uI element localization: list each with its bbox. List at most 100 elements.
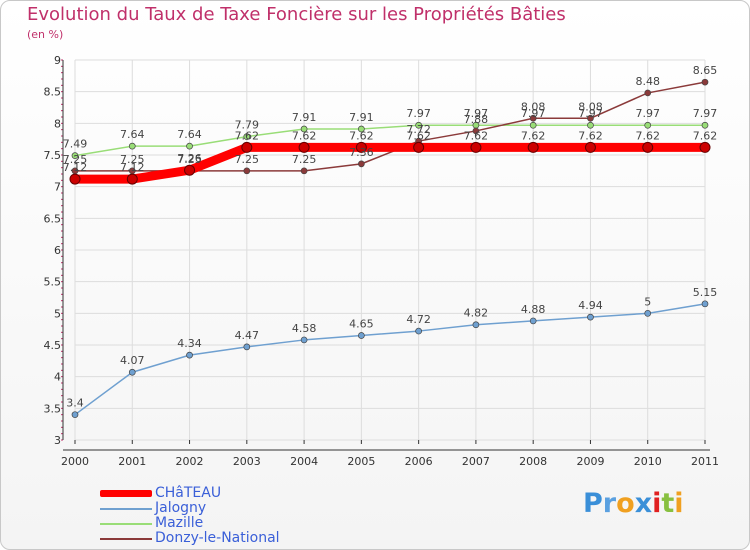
data-point [584, 141, 596, 153]
x-tick-label: 2007 [462, 455, 490, 468]
logo-letter: P [583, 488, 603, 519]
x-tick-label: 2000 [61, 455, 89, 468]
data-point [644, 89, 652, 97]
x-tick-label: 2004 [290, 455, 318, 468]
y-tick-label: 7.5 [44, 149, 62, 162]
logo-letter: r [602, 488, 617, 519]
data-point [358, 125, 365, 133]
y-tick-label: 5.5 [44, 276, 62, 289]
data-label: 4.82 [464, 307, 489, 320]
y-tick-label: 3.5 [44, 402, 62, 415]
y-tick-label: 4.5 [44, 339, 62, 352]
data-point [128, 142, 136, 150]
data-label: 7.79 [235, 119, 260, 132]
data-label: 7.91 [349, 111, 374, 124]
x-tick-label: 2011 [691, 455, 719, 468]
data-point [186, 351, 193, 359]
data-point [415, 121, 422, 129]
data-label: 7.91 [292, 111, 317, 124]
data-point [243, 343, 251, 351]
data-point [358, 160, 365, 168]
data-point [298, 141, 310, 153]
series-line-jalogny [74, 303, 706, 416]
data-label: 8.65 [693, 64, 718, 77]
data-label: 4.58 [292, 322, 317, 335]
x-tick-label: 2009 [576, 455, 604, 468]
data-label: 7.62 [292, 129, 317, 142]
data-point [701, 300, 709, 308]
data-label: 8.08 [521, 100, 546, 113]
data-label: 7.62 [406, 129, 431, 142]
y-tick-label: 7 [54, 181, 61, 194]
data-point [701, 121, 709, 129]
data-point [128, 368, 136, 376]
x-tick-label: 2003 [233, 455, 261, 468]
data-label: 4.72 [406, 313, 431, 326]
data-point [701, 78, 709, 86]
legend-swatch-donzy [100, 538, 152, 540]
data-point [413, 141, 425, 153]
data-point [415, 327, 422, 335]
logo-letter: i [652, 488, 662, 519]
data-point [300, 336, 308, 344]
legend-swatch-mazille [100, 523, 152, 525]
data-label: 7.12 [63, 161, 88, 174]
y-tick-label: 3 [54, 434, 61, 447]
legend-label-chateau: CHâTEAU [155, 485, 222, 501]
x-tick-label: 2006 [405, 455, 433, 468]
logo-letter: x [634, 488, 653, 519]
data-point [69, 173, 81, 185]
logo-letter: t [661, 488, 675, 519]
y-unit-label: (en %) [27, 28, 64, 41]
data-label: 4.65 [349, 318, 374, 331]
data-point [644, 121, 652, 129]
data-point [472, 127, 480, 135]
data-point [300, 125, 308, 133]
data-label: 7.62 [635, 129, 660, 142]
data-point [241, 141, 253, 153]
data-label: 7.25 [292, 153, 317, 166]
data-point [186, 142, 193, 150]
x-tick-label: 2010 [634, 455, 662, 468]
data-label: 7.12 [120, 161, 145, 174]
data-point [300, 167, 308, 175]
data-point [71, 152, 79, 159]
data-point [527, 141, 539, 153]
data-label: 7.72 [406, 123, 431, 136]
y-tick-label: 6 [54, 244, 61, 257]
data-label: 7.62 [349, 129, 374, 142]
data-label: 7.64 [177, 128, 202, 141]
data-label: 7.88 [464, 113, 489, 126]
data-label: 4.07 [120, 354, 145, 367]
data-label: 7.62 [578, 129, 603, 142]
legend-label-jalogny: Jalogny [155, 500, 207, 516]
data-label: 4.88 [521, 303, 546, 316]
data-label: 7.25 [120, 153, 145, 166]
data-label: 7.97 [693, 107, 718, 120]
data-point [587, 114, 594, 122]
data-label: 7.26 [177, 152, 202, 165]
data-label: 7.97 [464, 107, 489, 120]
data-label: 4.94 [578, 299, 603, 312]
data-point [358, 332, 365, 339]
proxiti-logo: Proxiti [583, 488, 684, 519]
data-label: 7.62 [521, 129, 546, 142]
chart-title: Evolution du Taux de Taxe Foncière sur l… [27, 4, 566, 25]
data-label: 7.62 [464, 129, 489, 142]
y-tick-label: 8 [54, 117, 61, 130]
data-point [699, 141, 711, 153]
data-label: 7.64 [120, 128, 145, 141]
logo-letter: o [616, 488, 635, 519]
data-point [243, 167, 251, 175]
data-label: 7.25 [177, 153, 202, 166]
data-point [126, 173, 138, 185]
data-point [243, 133, 251, 140]
data-label: 8.48 [635, 75, 660, 88]
series-line-ch-teau [75, 142, 705, 184]
x-tick-label: 2008 [519, 455, 547, 468]
y-tick-label: 9 [54, 54, 61, 67]
legend-label-donzy: Donzy-le-National [155, 530, 280, 546]
data-point [529, 114, 537, 122]
data-point [470, 141, 482, 153]
